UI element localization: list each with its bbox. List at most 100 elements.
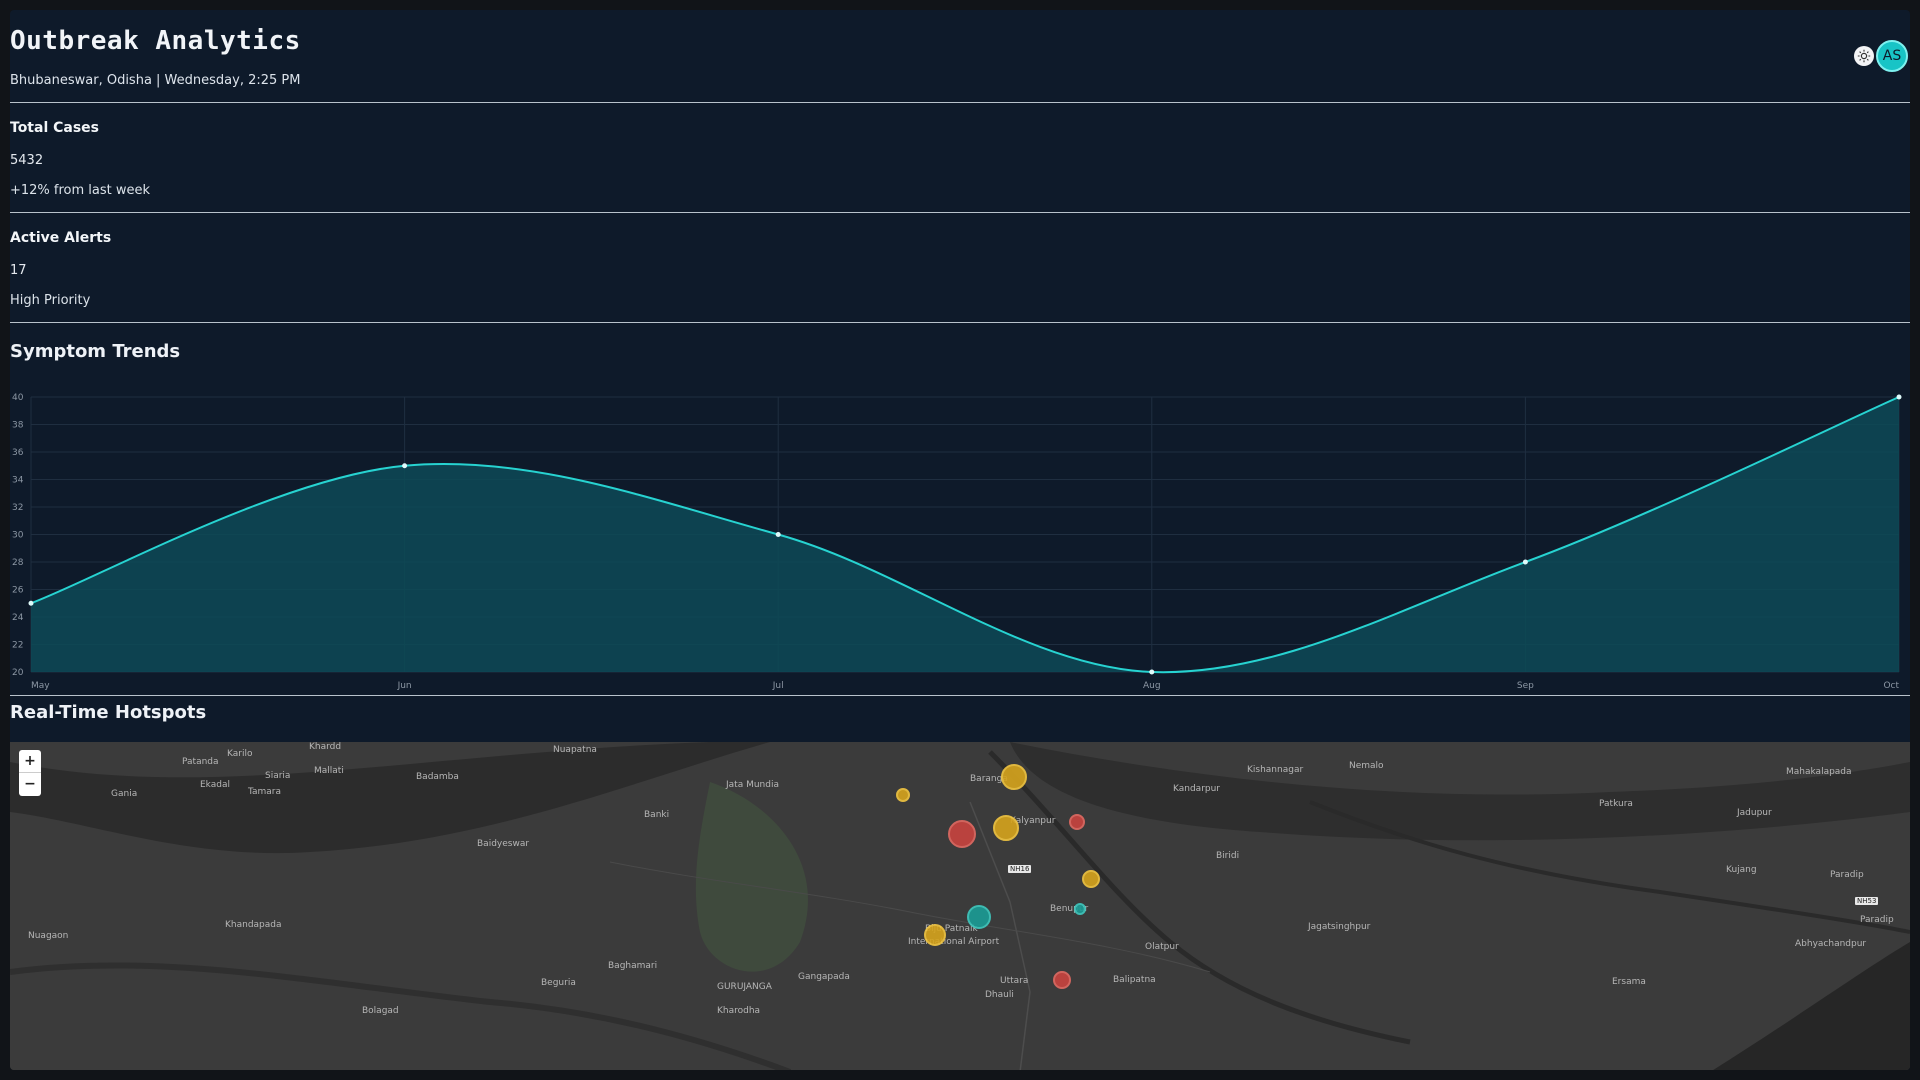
map-place-label: Dhauli [985, 990, 1014, 1000]
map-place-label: Kharodha [717, 1006, 761, 1016]
map-place-label: Abhyachandpur [1795, 939, 1867, 949]
hotspot-marker-low[interactable] [967, 905, 991, 929]
y-tick-label: 40 [12, 393, 24, 403]
map-place-label: Kujang [1726, 865, 1757, 875]
hotspot-marker-high[interactable] [1053, 971, 1071, 989]
map-place-label: Baghamari [608, 961, 658, 971]
data-point [775, 532, 781, 537]
map-place-label: Jagatsinghpur [1308, 922, 1371, 932]
card-value: 5432 [10, 153, 44, 168]
zoom-control: + − [19, 750, 41, 796]
road-badge: NH16 [1008, 865, 1032, 873]
card-title: Total Cases [10, 120, 100, 136]
map-place-label: Tamara [248, 787, 282, 797]
data-point [1896, 394, 1902, 400]
map-place-label: Nuapatna [553, 745, 597, 755]
y-tick-label: 32 [12, 503, 23, 513]
page-title: Outbreak Analytics [10, 26, 301, 56]
map-place-label: Gania [111, 789, 138, 799]
hotspot-marker-medium[interactable] [1082, 870, 1100, 888]
card-subtext: +12% from last week [10, 183, 151, 198]
map-place-label: Patanda [182, 757, 219, 767]
theme-toggle-button[interactable] [1854, 46, 1874, 66]
location-datetime: Bhubaneswar, Odisha | Wednesday, 2:25 PM [10, 73, 301, 88]
y-tick-label: 20 [12, 668, 24, 678]
map-place-label: Beguria [541, 978, 576, 988]
app-window: Outbreak Analytics Bhubaneswar, Odisha |… [10, 10, 1910, 1070]
y-tick-label: 36 [12, 448, 24, 458]
map-place-label: Kandarpur [1173, 784, 1221, 794]
map-place-label: Ersama [1612, 977, 1646, 987]
series-line [30, 396, 1900, 674]
map-place-label: Ekadal [200, 780, 230, 790]
map-place-label: Siaria [265, 771, 291, 781]
hotspot-marker-high[interactable] [948, 820, 976, 848]
map-place-label: Jata Mundia [726, 780, 779, 790]
map-place-label: Karilo [227, 749, 253, 759]
map-place-label: GURUJANGA [717, 982, 772, 992]
map-place-label: Paradip [1860, 915, 1894, 925]
x-tick-label: Jul [772, 681, 784, 691]
map-place-label: Khardd [309, 742, 342, 752]
hotspots-title: Real-Time Hotspots [10, 702, 207, 723]
hotspot-map[interactable]: Patanda Karilo Khardd Nuapatna Gania Ekadal Si… [10, 742, 1910, 1070]
y-tick-label: 24 [12, 613, 24, 623]
symptom-trends-chart: 20 22 24 26 28 30 32 34 36 38 40 May Jun Jul Aug Sep Oct [10, 385, 1910, 696]
map-place-label: Mahakalapada [1786, 767, 1852, 777]
map-place-label: Mallati [314, 766, 344, 776]
data-point [28, 600, 34, 606]
zoom-in-button[interactable]: + [19, 750, 41, 773]
x-tick-label: Sep [1517, 681, 1534, 691]
hotspot-marker-medium[interactable] [993, 815, 1019, 841]
map-place-label: Bolagad [362, 1006, 399, 1016]
y-tick-label: 38 [12, 421, 24, 431]
hotspot-marker-medium[interactable] [1001, 764, 1027, 790]
map-place-label: Khandapada [225, 920, 282, 930]
map-place-label: International Airport [908, 937, 1000, 947]
x-tick-label: May [31, 681, 50, 691]
map-place-label: Paradip [1830, 870, 1864, 880]
y-tick-label: 26 [12, 586, 24, 596]
card-title: Active Alerts [10, 230, 112, 246]
map-place-label: Biridi [1216, 851, 1240, 861]
map-place-label: Patkura [1599, 799, 1633, 809]
map-place-label: Nuagaon [28, 931, 69, 941]
road-badge: NH53 [1855, 897, 1879, 905]
data-point [1522, 559, 1528, 565]
map-place-label: Nemalo [1349, 761, 1384, 771]
map-place-label: Baranga [970, 774, 1008, 784]
map-place-label: Baidyeswar [477, 839, 530, 849]
zoom-out-button[interactable]: − [24, 776, 36, 792]
user-avatar[interactable]: AS [1876, 40, 1908, 72]
hotspot-marker-medium[interactable] [924, 924, 946, 946]
x-tick-label: Jun [397, 681, 412, 691]
y-tick-label: 28 [12, 558, 24, 568]
map-place-label: Banki [644, 810, 670, 820]
active-alerts-card: Active Alerts 17 High Priority [10, 213, 1910, 323]
data-point [1149, 669, 1155, 675]
series-area [31, 397, 1899, 673]
map-place-label: Kalyanpur [1010, 816, 1056, 826]
map-place-label: Benupur [1050, 904, 1089, 914]
x-tick-label: Aug [1143, 681, 1161, 691]
symptom-trends-title: Symptom Trends [10, 341, 181, 362]
map-terrain [10, 742, 1910, 1070]
map-place-label: Olatpur [1145, 942, 1179, 952]
map-place-label: Uttara [1000, 976, 1029, 986]
card-value: 17 [10, 263, 27, 278]
map-place-label: Biju Patnaik [925, 924, 978, 934]
x-tick-label: Oct [1883, 681, 1899, 691]
card-subtext: High Priority [10, 293, 91, 308]
map-place-label: Kishannagar [1247, 765, 1304, 775]
data-point [402, 463, 408, 469]
total-cases-card: Total Cases 5432 +12% from last week [10, 103, 1910, 213]
hotspot-marker-low[interactable] [1074, 903, 1086, 915]
map-place-label: Badamba [416, 772, 459, 782]
sun-icon [1857, 49, 1871, 63]
chart-svg: 20 22 24 26 28 30 32 34 36 38 40 May Jun Jul Aug Sep Oct [12, 393, 1902, 691]
map-place-label: Jadupur [1737, 808, 1772, 818]
hotspot-marker-high[interactable] [1069, 814, 1085, 830]
header: Outbreak Analytics Bhubaneswar, Odisha |… [10, 10, 1910, 103]
hotspot-marker-medium[interactable] [896, 788, 910, 802]
map-place-label: Balipatna [1113, 975, 1156, 985]
